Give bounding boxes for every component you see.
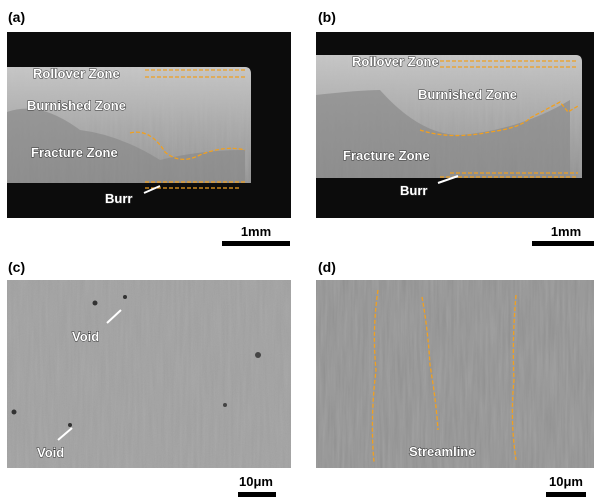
scale-bar (532, 241, 594, 246)
sem-image (7, 32, 291, 218)
panel-label: (b) (318, 9, 336, 25)
scale-bar (546, 492, 586, 497)
annotation: Rollover Zone (33, 66, 120, 81)
scale-label: 10μm (239, 474, 273, 489)
annotation: Burr (105, 191, 132, 206)
scale-label: 1mm (551, 224, 581, 239)
panel-label: (c) (8, 259, 25, 275)
scale-label: 10μm (549, 474, 583, 489)
annotation: Void (37, 445, 64, 460)
scale-bar (222, 241, 290, 246)
annotation: Rollover Zone (352, 54, 439, 69)
annotation: Void (72, 329, 99, 344)
annotation: Fracture Zone (343, 148, 430, 163)
annotation: Fracture Zone (31, 145, 118, 160)
scale-bar (238, 492, 276, 497)
sem-image (7, 280, 291, 468)
annotation: Burnished Zone (418, 87, 517, 102)
annotation: Burnished Zone (27, 98, 126, 113)
scale-label: 1mm (241, 224, 271, 239)
panel-label: (a) (8, 9, 25, 25)
panel-label: (d) (318, 259, 336, 275)
annotation: Burr (400, 183, 427, 198)
sem-image (316, 280, 594, 468)
annotation: Streamline (409, 444, 475, 459)
figure: (a) Rollover Zone Burnished Zone Fractur… (0, 0, 595, 501)
